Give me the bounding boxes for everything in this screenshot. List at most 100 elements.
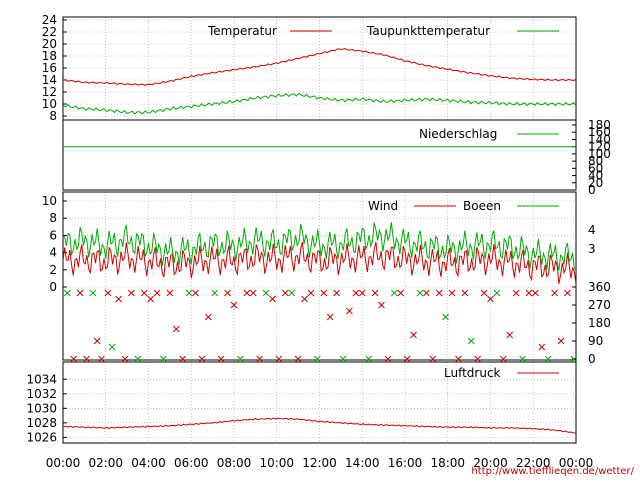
wind-direction-point — [493, 289, 501, 297]
temperature-ytick-label: 24 — [42, 13, 57, 27]
wind-direction-point — [455, 355, 462, 363]
wind-direction-point — [301, 295, 308, 303]
wind-direction-point — [403, 355, 411, 363]
wind-direction-point — [128, 289, 135, 297]
wind-direction-point — [512, 289, 520, 297]
wind-direction-point — [442, 313, 449, 321]
x-tick-label: 20:00 — [473, 456, 508, 470]
pressure-ytick-label: 1026 — [26, 430, 57, 444]
wind-direction-point — [390, 289, 398, 297]
panel-frame-2 — [62, 191, 577, 361]
wind-direction-point — [211, 289, 219, 297]
wind-direction-point — [519, 355, 526, 363]
credit-link[interactable]: http://www.tiefflieqen.de/wetter/ — [471, 466, 634, 477]
wind-direction-point — [467, 337, 475, 345]
precipitation-legend-label: Niederschlag — [419, 127, 497, 141]
x-tick-label: 06:00 — [174, 456, 209, 470]
wind-direction-ytick-label: 360 — [588, 280, 611, 294]
temperature-ytick-label: 14 — [42, 73, 57, 87]
wind-direction-point — [499, 355, 507, 363]
temperature-ytick-label: 16 — [42, 61, 57, 75]
wind-direction-point — [192, 289, 199, 297]
pressure-ytick-label: 1028 — [26, 416, 57, 430]
temperature-ytick-label: 18 — [42, 49, 57, 63]
wind-direction-point — [346, 307, 353, 315]
wind-direction-point — [551, 289, 558, 297]
wind-direction-point — [506, 331, 514, 339]
precipitation-ytick-label: 60 — [588, 161, 603, 175]
wind-direction-point — [249, 289, 257, 297]
wind-direction-point — [147, 295, 154, 303]
wind-direction-point — [217, 355, 225, 363]
wind-direction-ytick-label: 270 — [588, 298, 611, 312]
wind-legend-label: Boeen — [463, 199, 501, 213]
wind-direction-point — [384, 355, 392, 363]
temperature-ytick-label: 10 — [42, 97, 57, 111]
precipitation-ytick-label: 140 — [588, 132, 611, 146]
pressure-series-Luftdruck — [62, 417, 577, 434]
wind-direction-point — [179, 355, 187, 363]
wind-direction-point — [108, 343, 116, 351]
wind-direction-point — [121, 355, 129, 363]
pressure-legend-label: Luftdruck — [444, 366, 501, 380]
x-tick-label: 02:00 — [88, 456, 123, 470]
wind-direction-point — [544, 355, 552, 363]
wind-direction-point — [448, 289, 456, 297]
wind-direction-point — [275, 355, 283, 363]
wind-direction-point — [198, 355, 206, 363]
wind-direction-point — [269, 295, 276, 303]
wind-direction-point — [262, 289, 270, 297]
temperature-series-Taupunkttemperatur — [62, 92, 577, 115]
wind-ytick-label: 6 — [49, 228, 57, 242]
temperature-ytick-label: 22 — [42, 25, 57, 39]
wind-direction-point — [461, 289, 469, 297]
wind-direction-point — [378, 301, 385, 309]
wind-direction-point — [320, 289, 328, 297]
x-tick-label: 00:00 — [46, 456, 81, 470]
wind-direction-point — [115, 295, 122, 303]
wind-ytick-label: 4 — [49, 246, 57, 260]
wind-direction-point — [256, 355, 264, 363]
wind-direction-point — [230, 301, 238, 309]
x-tick-label: 00:00 — [559, 456, 594, 470]
x-tick-label: 12:00 — [302, 456, 337, 470]
wind-direction-point — [416, 289, 424, 297]
wind-direction-point — [371, 289, 379, 297]
wind-legend-label: Wind — [368, 199, 398, 213]
precipitation-ytick-label: 40 — [588, 169, 603, 183]
wind-direction-point — [76, 289, 84, 297]
wind-direction-point — [93, 337, 101, 345]
wind-direction-ytick-label: 0 — [588, 352, 596, 366]
x-tick-label: 10:00 — [259, 456, 294, 470]
wind-direction-point — [63, 289, 71, 297]
wind-direction-point — [564, 289, 571, 297]
wind-direction-point — [70, 355, 78, 363]
wind-direction-point — [339, 355, 347, 363]
wind-direction-point — [352, 289, 360, 297]
wind-direction-point — [288, 289, 296, 297]
wind-direction-point — [204, 313, 212, 321]
wind-ytick-label: 0 — [49, 280, 57, 294]
wind-direction-point — [570, 355, 578, 363]
wind-series-Wind — [62, 241, 577, 285]
wind-direction-point — [89, 289, 97, 297]
temperature-series-Temperatur — [62, 48, 577, 86]
x-tick-label: 04:00 — [131, 456, 166, 470]
x-tick-label: 08:00 — [217, 456, 252, 470]
wind-direction-point — [429, 355, 437, 363]
wind-direction-point — [532, 289, 539, 297]
panel-frame-3 — [62, 361, 577, 444]
wind-direction-point — [140, 289, 148, 297]
wind-direction-point — [365, 355, 373, 363]
wind-direction-point — [224, 289, 231, 297]
wind-direction-point — [525, 289, 533, 297]
precipitation-ytick-label: 100 — [588, 147, 611, 161]
wind-direction-ytick-label: 90 — [588, 334, 603, 348]
precipitation-ytick-label: 20 — [588, 176, 603, 190]
wind-direction-point — [160, 355, 167, 363]
wind-direction-point — [172, 325, 180, 333]
wind-direction-point — [104, 289, 112, 297]
wind-direction-point — [98, 355, 105, 363]
wind-ytick-label: 8 — [49, 211, 57, 225]
wind-direction-point — [134, 355, 142, 363]
